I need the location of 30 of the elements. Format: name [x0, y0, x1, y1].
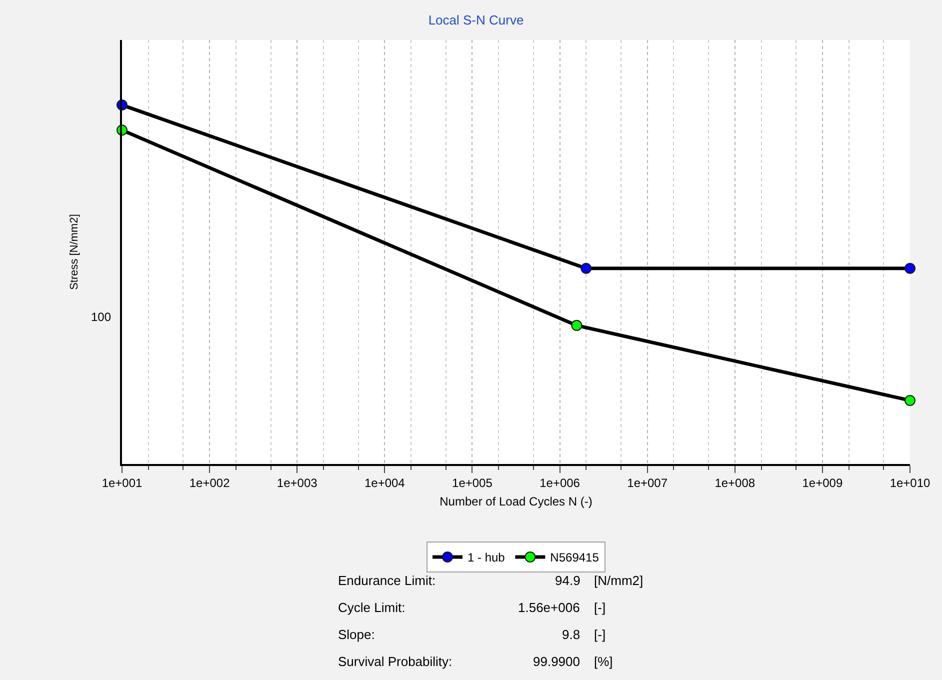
text: 1.56e+006 [518, 600, 580, 615]
x-tick-label: 1e+006 [540, 476, 580, 490]
text: [N/mm2] [594, 573, 644, 588]
text: [-] [594, 627, 606, 642]
x-tick-label: 1e+001 [102, 476, 143, 490]
y-axis-title: Stress [N/mm2] [68, 214, 80, 290]
legend-label: N569415 [550, 550, 600, 565]
text: Slope: [338, 627, 375, 642]
text: 99.9900 [533, 654, 580, 669]
x-tick-label: 1e+005 [452, 476, 493, 490]
text: Survival Probability: [338, 654, 452, 669]
text: 94.9 [555, 573, 580, 588]
text: [%] [594, 654, 613, 669]
x-tick-label: 1e+008 [714, 476, 756, 490]
x-tick-label: 1e+004 [364, 476, 406, 490]
legend-label: 1 - hub [468, 550, 506, 565]
x-tick-label: 1e+007 [627, 476, 668, 490]
chart-title: Local S-N Curve [428, 12, 524, 28]
text: Endurance Limit: [338, 573, 436, 588]
x-tick-label: 1e+003 [276, 476, 318, 490]
x-tick-label: 1e+002 [189, 476, 230, 490]
x-tick-label: 1e+009 [802, 476, 843, 490]
x-axis-title: Number of Load Cycles N (-) [440, 494, 592, 509]
text: 100 [91, 310, 112, 324]
point [904, 262, 916, 274]
text: [-] [594, 600, 606, 615]
x-tick-label: 1e+010 [890, 476, 931, 490]
point [904, 394, 916, 406]
text: 9.8 [562, 627, 580, 642]
text: Cycle Limit: [338, 600, 406, 615]
